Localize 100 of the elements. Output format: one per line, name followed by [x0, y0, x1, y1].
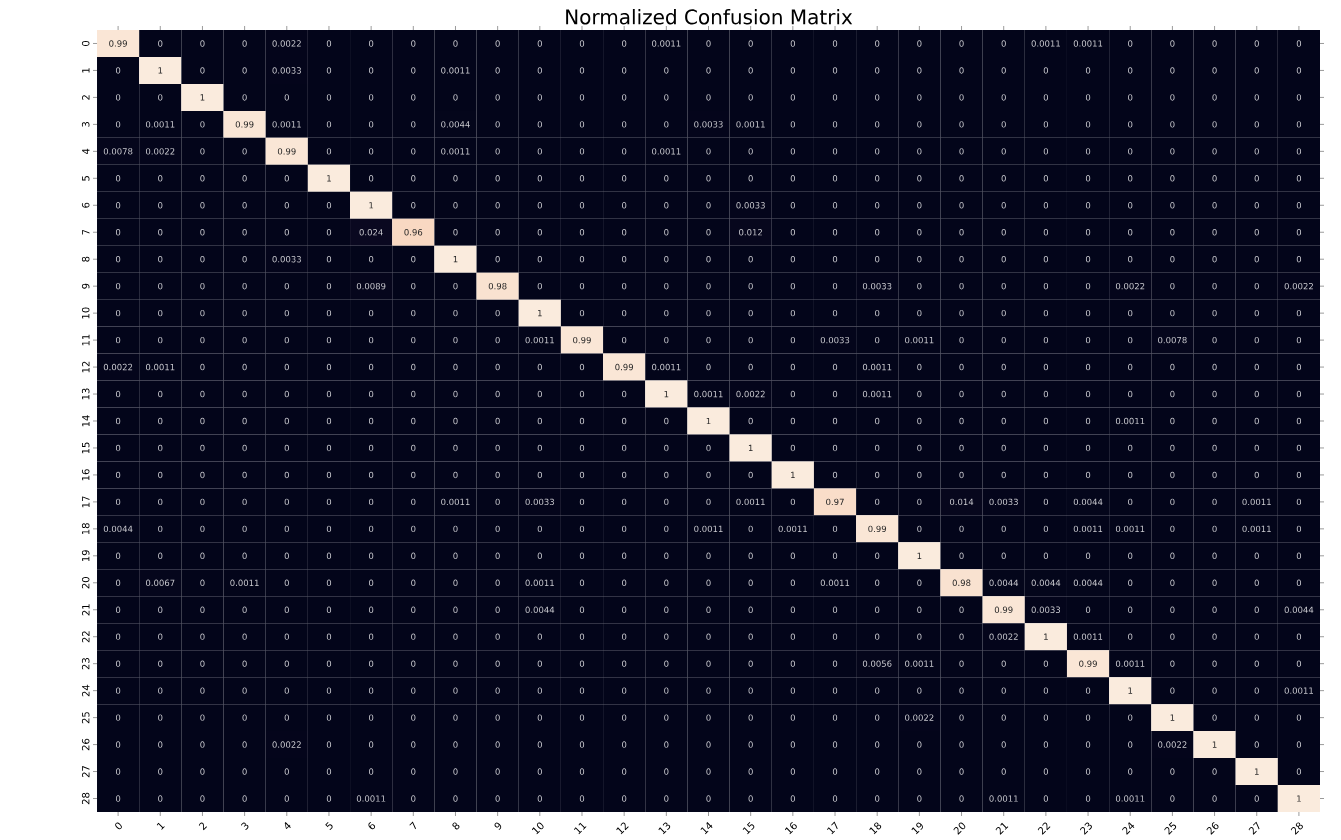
data-label: 1 [1044, 633, 1048, 640]
data-label: 0 [495, 417, 500, 425]
data-label: 0 [411, 444, 416, 452]
data-label: 0 [706, 714, 711, 721]
data-label: 0 [748, 255, 753, 263]
data-label: 0 [242, 633, 247, 640]
data-label: 0 [706, 148, 711, 155]
data-label: 0 [200, 309, 205, 317]
data-label: 0 [1254, 67, 1259, 74]
data-label: 0 [158, 795, 163, 802]
data-label: 0 [242, 255, 247, 263]
data-label: 0 [1296, 67, 1302, 74]
data-label: 0 [1043, 714, 1049, 721]
data-label: 0 [790, 687, 795, 694]
data-label: 0 [200, 606, 205, 613]
data-label: 0 [748, 282, 753, 290]
data-label: 0 [495, 40, 500, 47]
data-label: 0 [1212, 795, 1217, 802]
data-label: 0 [1254, 282, 1259, 290]
data-label: 0 [622, 525, 627, 533]
data-label: 0 [664, 498, 669, 506]
data-label: 0 [917, 606, 922, 613]
data-label: 0 [495, 714, 500, 721]
data-label: 0 [1254, 175, 1259, 182]
data-label: 0 [495, 336, 500, 344]
data-label: 0 [368, 579, 374, 587]
data-label: 0 [579, 714, 585, 721]
x-tick-label: 5 [325, 821, 333, 830]
data-label: 0 [1085, 202, 1091, 209]
data-label: 0.0056 [862, 660, 892, 667]
data-label: 0 [453, 525, 458, 533]
data-label: 0 [1170, 255, 1175, 263]
data-label: 0 [706, 660, 711, 667]
data-label: 0 [284, 202, 289, 209]
data-label: 0 [622, 94, 627, 101]
data-label: 0 [200, 714, 205, 721]
data-label: 0 [537, 255, 542, 263]
data-label: 0 [579, 795, 585, 802]
data-label: 0 [115, 579, 121, 587]
data-label: 0 [411, 363, 416, 371]
data-label: 1 [158, 67, 163, 74]
data-label: 0 [875, 94, 880, 101]
data-label: 0.0044 [525, 606, 555, 613]
data-label: 0 [959, 687, 964, 694]
data-label: 0 [284, 498, 289, 506]
data-label: 0 [664, 175, 669, 182]
data-label: 0 [115, 714, 121, 721]
data-label: 0 [200, 498, 205, 506]
y-tick-label: 24 [82, 684, 90, 697]
data-label: 0 [832, 94, 838, 101]
data-label: 0 [748, 40, 753, 47]
data-label: 0 [115, 282, 121, 290]
data-label: 0 [790, 444, 795, 452]
data-label: 0 [326, 336, 332, 344]
data-label: 0 [1212, 714, 1217, 721]
data-label: 0 [790, 148, 795, 155]
data-label: 0 [1254, 687, 1259, 694]
data-label: 0 [706, 175, 711, 182]
data-label: 0 [158, 282, 163, 290]
data-label: 0 [537, 175, 542, 182]
data-label: 0 [579, 417, 585, 425]
data-label: 0.0011 [441, 148, 470, 155]
data-label: 0.0011 [441, 498, 470, 506]
data-label: 0 [1212, 552, 1217, 560]
data-label: 0 [1170, 768, 1175, 775]
data-label: 0 [1170, 309, 1175, 317]
data-label: 0 [706, 606, 711, 613]
data-label: 0 [368, 525, 374, 533]
data-label: 0 [1001, 525, 1006, 533]
data-label: 0.0044 [103, 525, 133, 533]
data-label: 0 [579, 309, 585, 317]
data-label: 0.0033 [989, 498, 1018, 506]
data-label: 0 [959, 40, 964, 47]
data-label: 0 [1001, 94, 1006, 101]
data-label: 0 [242, 444, 247, 452]
data-label: 0 [748, 768, 753, 775]
data-label: 0 [917, 175, 922, 182]
data-label: 0 [368, 148, 374, 155]
data-label: 0 [537, 121, 542, 128]
data-label: 0 [537, 741, 542, 748]
data-label: 0 [748, 552, 753, 560]
data-label: 0.0011 [1115, 660, 1145, 667]
data-label: 0 [242, 282, 247, 290]
data-label: 0 [1296, 444, 1302, 452]
data-label: 0 [453, 417, 458, 425]
x-tick-label: 1 [156, 822, 165, 830]
data-label: 0 [158, 714, 163, 721]
data-label: 0 [495, 229, 500, 236]
data-label: 0 [411, 768, 416, 775]
data-label: 0 [495, 255, 500, 263]
data-label: 0 [664, 633, 669, 640]
data-label: 0 [1296, 741, 1302, 748]
data-label: 0 [664, 229, 669, 236]
data-label: 0 [1170, 471, 1175, 479]
data-label: 0 [158, 255, 163, 263]
data-label: 0 [1254, 40, 1259, 47]
data-label: 0 [242, 498, 247, 506]
data-label: 0 [242, 471, 247, 479]
data-label: 0 [1170, 795, 1175, 802]
data-label: 0 [875, 40, 880, 47]
